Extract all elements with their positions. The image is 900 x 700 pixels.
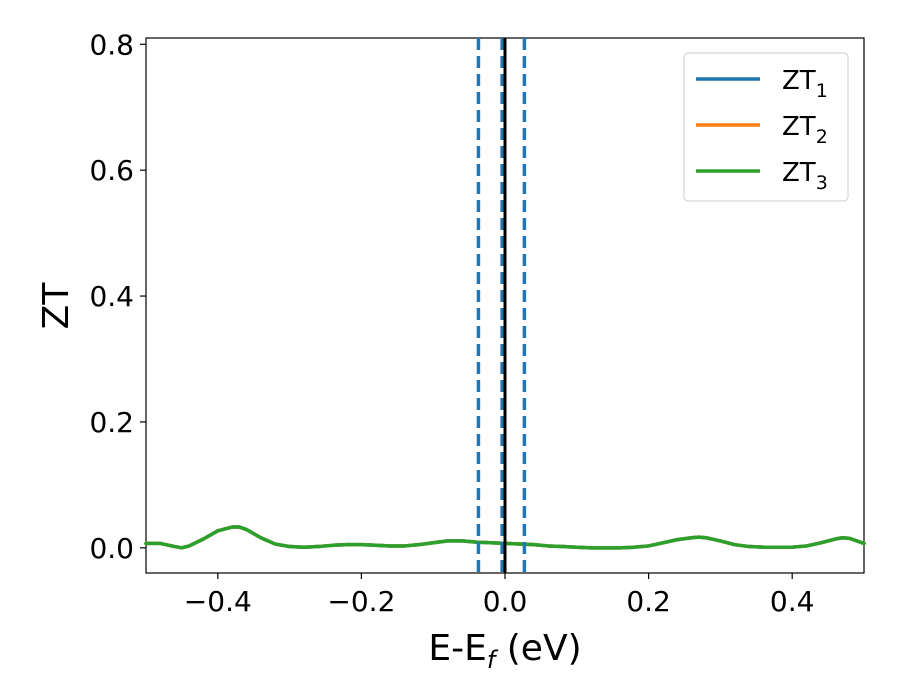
legend-label-zt1: ZT1	[782, 66, 828, 102]
x-tick-label: −0.2	[327, 585, 395, 618]
y-tick-label: 0.2	[89, 406, 134, 439]
y-tick-label: 0.8	[89, 28, 134, 61]
y-axis-label: ZT	[36, 282, 77, 330]
x-tick-label: 0.4	[770, 585, 815, 618]
legend-label-zt2: ZT2	[782, 112, 828, 148]
legend-frame	[683, 52, 849, 202]
y-axis-ticks: 0.0 0.2 0.4 0.6 0.8	[89, 28, 146, 565]
legend-label-zt3: ZT3	[782, 158, 828, 194]
x-axis-ticks: −0.4 −0.2 0.0 0.2 0.4	[184, 573, 815, 618]
legend: ZT1 ZT2 ZT3	[683, 52, 849, 202]
x-tick-label: −0.4	[184, 585, 252, 618]
x-tick-label: 0.0	[483, 585, 528, 618]
vertical-marker-layer	[476, 38, 527, 573]
x-tick-label: 0.2	[626, 585, 671, 618]
x-axis-label: E-Ef (eV)	[428, 628, 581, 674]
y-tick-label: 0.0	[89, 532, 134, 565]
y-tick-label: 0.6	[89, 154, 134, 187]
y-tick-label: 0.4	[89, 280, 134, 313]
